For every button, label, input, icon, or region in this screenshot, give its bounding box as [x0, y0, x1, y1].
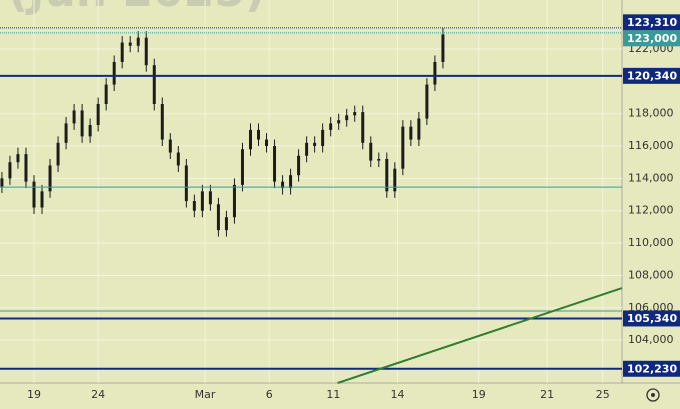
- x-tick-label: 24: [91, 388, 105, 401]
- y-tick-label: 108,000: [628, 268, 674, 281]
- candle-body: [425, 84, 429, 119]
- candle-body: [265, 139, 269, 147]
- candle-body: [345, 115, 349, 121]
- level-label: 123,310: [623, 14, 680, 31]
- y-tick-label: 112,000: [628, 204, 674, 217]
- candle-body: [40, 191, 44, 208]
- candle-body: [401, 126, 405, 169]
- level-label-text: 120,340: [627, 69, 677, 82]
- candle-body: [8, 162, 12, 179]
- y-tick-label: 118,000: [628, 107, 674, 120]
- level-label-text: 102,230: [627, 362, 677, 375]
- candle-body: [361, 112, 365, 143]
- candle-body: [329, 123, 333, 130]
- y-tick-label: 114,000: [628, 171, 674, 184]
- x-tick-label: 25: [596, 388, 610, 401]
- candle-body: [297, 155, 301, 176]
- x-tick-label: 6: [266, 388, 273, 401]
- candle-body: [208, 191, 212, 205]
- candle-body: [184, 165, 188, 202]
- candle-body: [136, 37, 140, 46]
- candle-body: [216, 204, 220, 231]
- candle-body: [56, 142, 60, 166]
- candle-body: [240, 149, 244, 185]
- grid: [0, 0, 622, 383]
- candle-body: [369, 142, 373, 161]
- x-tick-label: 14: [390, 388, 404, 401]
- candle-body: [224, 217, 228, 231]
- x-tick-label: 21: [540, 388, 554, 401]
- candle-body: [353, 112, 357, 116]
- x-tick-label: 19: [472, 388, 486, 401]
- level-label-box: [623, 67, 680, 84]
- settings-icon-dot: [651, 393, 655, 397]
- candle-body: [321, 129, 325, 147]
- level-label: 120,340: [623, 67, 680, 84]
- candle-body: [337, 120, 341, 124]
- level-label-box: [623, 360, 680, 377]
- level-label-box: [623, 14, 680, 31]
- candle-body: [441, 34, 445, 62]
- candle-body: [112, 61, 116, 85]
- watermark: (Jun 2025): [8, 0, 265, 17]
- x-tick-label: 11: [326, 388, 340, 401]
- candle-body: [409, 126, 413, 140]
- candle-body: [128, 42, 132, 46]
- candle-body: [273, 146, 277, 182]
- level-label-text: 105,340: [627, 312, 677, 325]
- candle-body: [144, 37, 148, 66]
- candle-body: [32, 181, 36, 208]
- candle-body: [64, 123, 68, 143]
- y-tick-label: 110,000: [628, 236, 674, 249]
- candle-body: [72, 110, 76, 124]
- candle-body: [96, 103, 100, 126]
- candle-body: [385, 158, 389, 192]
- candle-body: [417, 118, 421, 140]
- trend-line: [337, 287, 623, 384]
- candle-body: [48, 165, 52, 192]
- x-tick-label: 19: [27, 388, 41, 401]
- candle-body: [232, 184, 236, 218]
- candle-body: [200, 191, 204, 211]
- level-label-box: [623, 30, 680, 47]
- candle-body: [160, 103, 164, 140]
- candle-body: [176, 152, 180, 166]
- candle-body: [257, 129, 261, 140]
- x-tick-label: Mar: [195, 388, 216, 401]
- candle-body: [0, 178, 4, 187]
- candle-body: [248, 129, 252, 150]
- candle-body: [104, 84, 108, 104]
- candle-body: [393, 168, 397, 192]
- candle-body: [168, 139, 172, 153]
- candle-body: [192, 201, 196, 211]
- candle-body: [24, 154, 28, 182]
- level-label-box: [623, 310, 680, 327]
- candle-body: [88, 125, 92, 137]
- level-label: 123,000: [623, 30, 680, 47]
- settings-icon[interactable]: [646, 388, 660, 402]
- y-tick-label: 116,000: [628, 139, 674, 152]
- candle-body: [152, 65, 156, 104]
- candle-body: [433, 61, 437, 85]
- y-tick-label: 104,000: [628, 333, 674, 346]
- candle-body: [313, 142, 317, 147]
- candle-body: [16, 154, 20, 163]
- candle-body: [281, 181, 285, 189]
- candle-body: [120, 42, 124, 62]
- candle-body: [377, 158, 381, 161]
- level-label-text: 123,310: [627, 16, 677, 29]
- level-label-text: 123,000: [627, 32, 677, 45]
- candle-body: [305, 142, 309, 156]
- level-label: 105,340: [623, 310, 680, 327]
- candle-body: [80, 110, 84, 137]
- level-label: 102,230: [623, 360, 680, 377]
- candle-body: [289, 175, 293, 189]
